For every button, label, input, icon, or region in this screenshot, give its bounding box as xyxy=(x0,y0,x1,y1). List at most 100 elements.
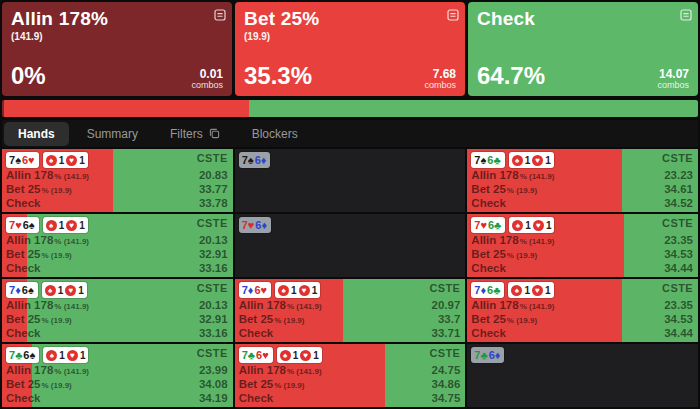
hand-cell[interactable]: 7♦6♠♠1♥1CSTEAllin 178% (141.9)20.13Bet 2… xyxy=(2,279,233,342)
strategy-bar[interactable] xyxy=(2,100,698,117)
action-ev-value: 33.77 xyxy=(199,183,228,196)
action-ev-value: 20.83 xyxy=(199,169,228,182)
action-sublabel: % (19.9) xyxy=(507,249,537,262)
cell-tag: CSTE xyxy=(197,152,228,164)
cell-tag: CSTE xyxy=(197,282,228,294)
cell-tag: CSTE xyxy=(429,347,460,359)
tab-label: Summary xyxy=(87,127,138,141)
action-ev-row: Check 34.44 xyxy=(471,262,693,275)
action-sublabel: % (19.9) xyxy=(42,379,72,392)
action-ev-row: Bet 25% (19.9)32.91 xyxy=(6,248,228,262)
strategy-box-check[interactable]: Check 64.7% 14.07 combos xyxy=(468,2,698,96)
s-suit-icon: ♠ xyxy=(28,283,34,298)
action-ev-row: Bet 25% (19.9)33.77 xyxy=(6,183,228,197)
action-ev-row: Allin 178% (141.9)20.83 xyxy=(6,169,228,183)
suit-count-value: 1 xyxy=(79,153,85,168)
details-icon[interactable] xyxy=(680,7,692,25)
hand-badge: 7♦6♣ xyxy=(471,282,504,298)
hand-cell[interactable]: 7♠6♣♠1♥1CSTEAllin 178% (141.9)23.23Bet 2… xyxy=(467,149,698,212)
action-ev-row: Allin 178% (141.9)24.75 xyxy=(239,364,461,378)
tab-label: Hands xyxy=(18,127,55,141)
h-suit-icon: ♥ xyxy=(67,350,78,361)
h-suit-icon: ♥ xyxy=(533,220,544,231)
h-suit-icon: ♥ xyxy=(66,220,77,231)
d-suit-icon: ♦ xyxy=(261,153,267,168)
hand-cell[interactable]: 7♥6♣♠1♥1CSTEAllin 178% (141.9)23.35Bet 2… xyxy=(467,214,698,277)
tab-label: Filters xyxy=(170,127,203,141)
action-ev-row: Check34.19 xyxy=(6,392,228,405)
action-ev-value: 24.75 xyxy=(432,364,461,377)
strategy-bar-segment-bet xyxy=(4,100,249,117)
hand-cell[interactable]: 7♣6♥♠1♥1CSTEAllin 178% (141.9)24.75Bet 2… xyxy=(235,344,466,407)
tab-filters[interactable]: Filters xyxy=(156,122,234,146)
action-sublabel: % (141.9) xyxy=(54,300,89,313)
action-ev-value: 34.75 xyxy=(432,392,461,405)
hand-cell[interactable]: 7♦6♥♠1♥1CSTEAllin 178% (141.9)20.97Bet 2… xyxy=(235,279,466,342)
hand-cell[interactable]: 7♣6♦ xyxy=(467,344,698,407)
action-label: Allin 178 xyxy=(239,299,286,312)
strategy-box-allin[interactable]: Allin 178% (141.9) 0% 0.01 combos xyxy=(2,2,232,96)
combos-count: 7.68 xyxy=(424,68,456,81)
suit-count-badge: ♠1♥1 xyxy=(42,282,87,298)
action-ev-value: 23.23 xyxy=(664,169,693,182)
s-suit-icon: ♠ xyxy=(480,153,486,168)
action-ev-value: 33.16 xyxy=(199,327,228,340)
suit-count-badge: ♠1♥1 xyxy=(43,347,88,363)
action-label: Check xyxy=(471,262,506,275)
tab-hands[interactable]: Hands xyxy=(4,122,69,146)
hand-cell[interactable]: 7♠6♥♠1♥1CSTEAllin 178% (141.9)20.83Bet 2… xyxy=(2,149,233,212)
combos-label: combos xyxy=(191,81,223,90)
action-ev-row: Allin 178% (141.9)20.13 xyxy=(6,234,228,248)
h-suit-icon: ♥ xyxy=(65,285,76,296)
action-sublabel: % (19.9) xyxy=(274,379,304,392)
action-ev-row: Check33.16 xyxy=(6,327,228,340)
cell-tag: CSTE xyxy=(197,217,228,229)
action-label: Allin 178 xyxy=(471,299,518,312)
details-icon[interactable] xyxy=(214,7,226,25)
strategy-bar-segment-check xyxy=(249,100,698,117)
action-ev-value: 34.44 xyxy=(664,262,693,275)
action-label: Bet 25 xyxy=(239,313,274,326)
action-label: Allin 178 xyxy=(6,234,53,247)
tab-blockers[interactable]: Blockers xyxy=(238,122,312,146)
h-suit-icon: ♥ xyxy=(28,153,35,168)
action-label: Allin 178 xyxy=(6,169,53,182)
d-suit-icon: ♦ xyxy=(248,283,254,298)
action-label: Check xyxy=(6,197,41,210)
action-ev-value: 34.53 xyxy=(664,248,693,261)
suit-count-badge: ♠1♥1 xyxy=(509,152,554,168)
hand-cell[interactable]: 7♣6♠♠1♥1CSTEAllin 178% (141.9)23.99Bet 2… xyxy=(2,344,233,407)
action-sublabel: % (141.9) xyxy=(287,365,322,378)
hand-cell[interactable]: 7♦6♣♠1♥1CSTEAllin 178% (141.9)23.35Bet 2… xyxy=(467,279,698,342)
c-suit-icon: ♣ xyxy=(480,348,487,363)
h-suit-icon: ♥ xyxy=(66,155,77,166)
suit-count-value: 1 xyxy=(58,283,64,298)
action-label: Allin 178 xyxy=(6,364,53,377)
hand-cell[interactable]: 7♥6♦ xyxy=(235,214,466,277)
h-suit-icon: ♥ xyxy=(300,350,311,361)
action-label: Bet 25 xyxy=(6,378,41,391)
action-label: Bet 25 xyxy=(471,313,506,326)
action-label: Check xyxy=(6,392,41,405)
action-sublabel: % (19.9) xyxy=(42,249,72,262)
action-ev-row: Allin 178% (141.9)23.99 xyxy=(6,364,228,378)
action-sublabel: % (19.9) xyxy=(507,314,537,327)
hand-badge: 7♠6♣ xyxy=(471,152,504,168)
action-sublabel: % (141.9) xyxy=(520,235,555,248)
hands-grid: 7♠6♥♠1♥1CSTEAllin 178% (141.9)20.83Bet 2… xyxy=(2,149,698,407)
hand-badge: 7♥6♦ xyxy=(239,217,271,233)
action-label: Bet 25 xyxy=(471,248,506,261)
hand-cell[interactable]: 7♥6♠♠1♥1CSTEAllin 178% (141.9)20.13Bet 2… xyxy=(2,214,233,277)
action-subtitle: (19.9) xyxy=(244,31,456,42)
details-icon[interactable] xyxy=(447,7,459,25)
action-ev-value: 33.16 xyxy=(199,262,228,275)
action-ev-value: 34.08 xyxy=(199,378,228,391)
suit-count-value: 1 xyxy=(79,218,85,233)
hand-cell[interactable]: 7♠6♦ xyxy=(235,149,466,212)
tab-summary[interactable]: Summary xyxy=(73,122,152,146)
suit-count-badge: ♠1♥1 xyxy=(277,347,322,363)
s-suit-icon: ♠ xyxy=(280,350,291,361)
suit-count-value: 1 xyxy=(524,283,530,298)
strategy-box-bet[interactable]: Bet 25% (19.9) 35.3% 7.68 combos xyxy=(235,2,465,96)
suit-count-value: 1 xyxy=(293,348,299,363)
